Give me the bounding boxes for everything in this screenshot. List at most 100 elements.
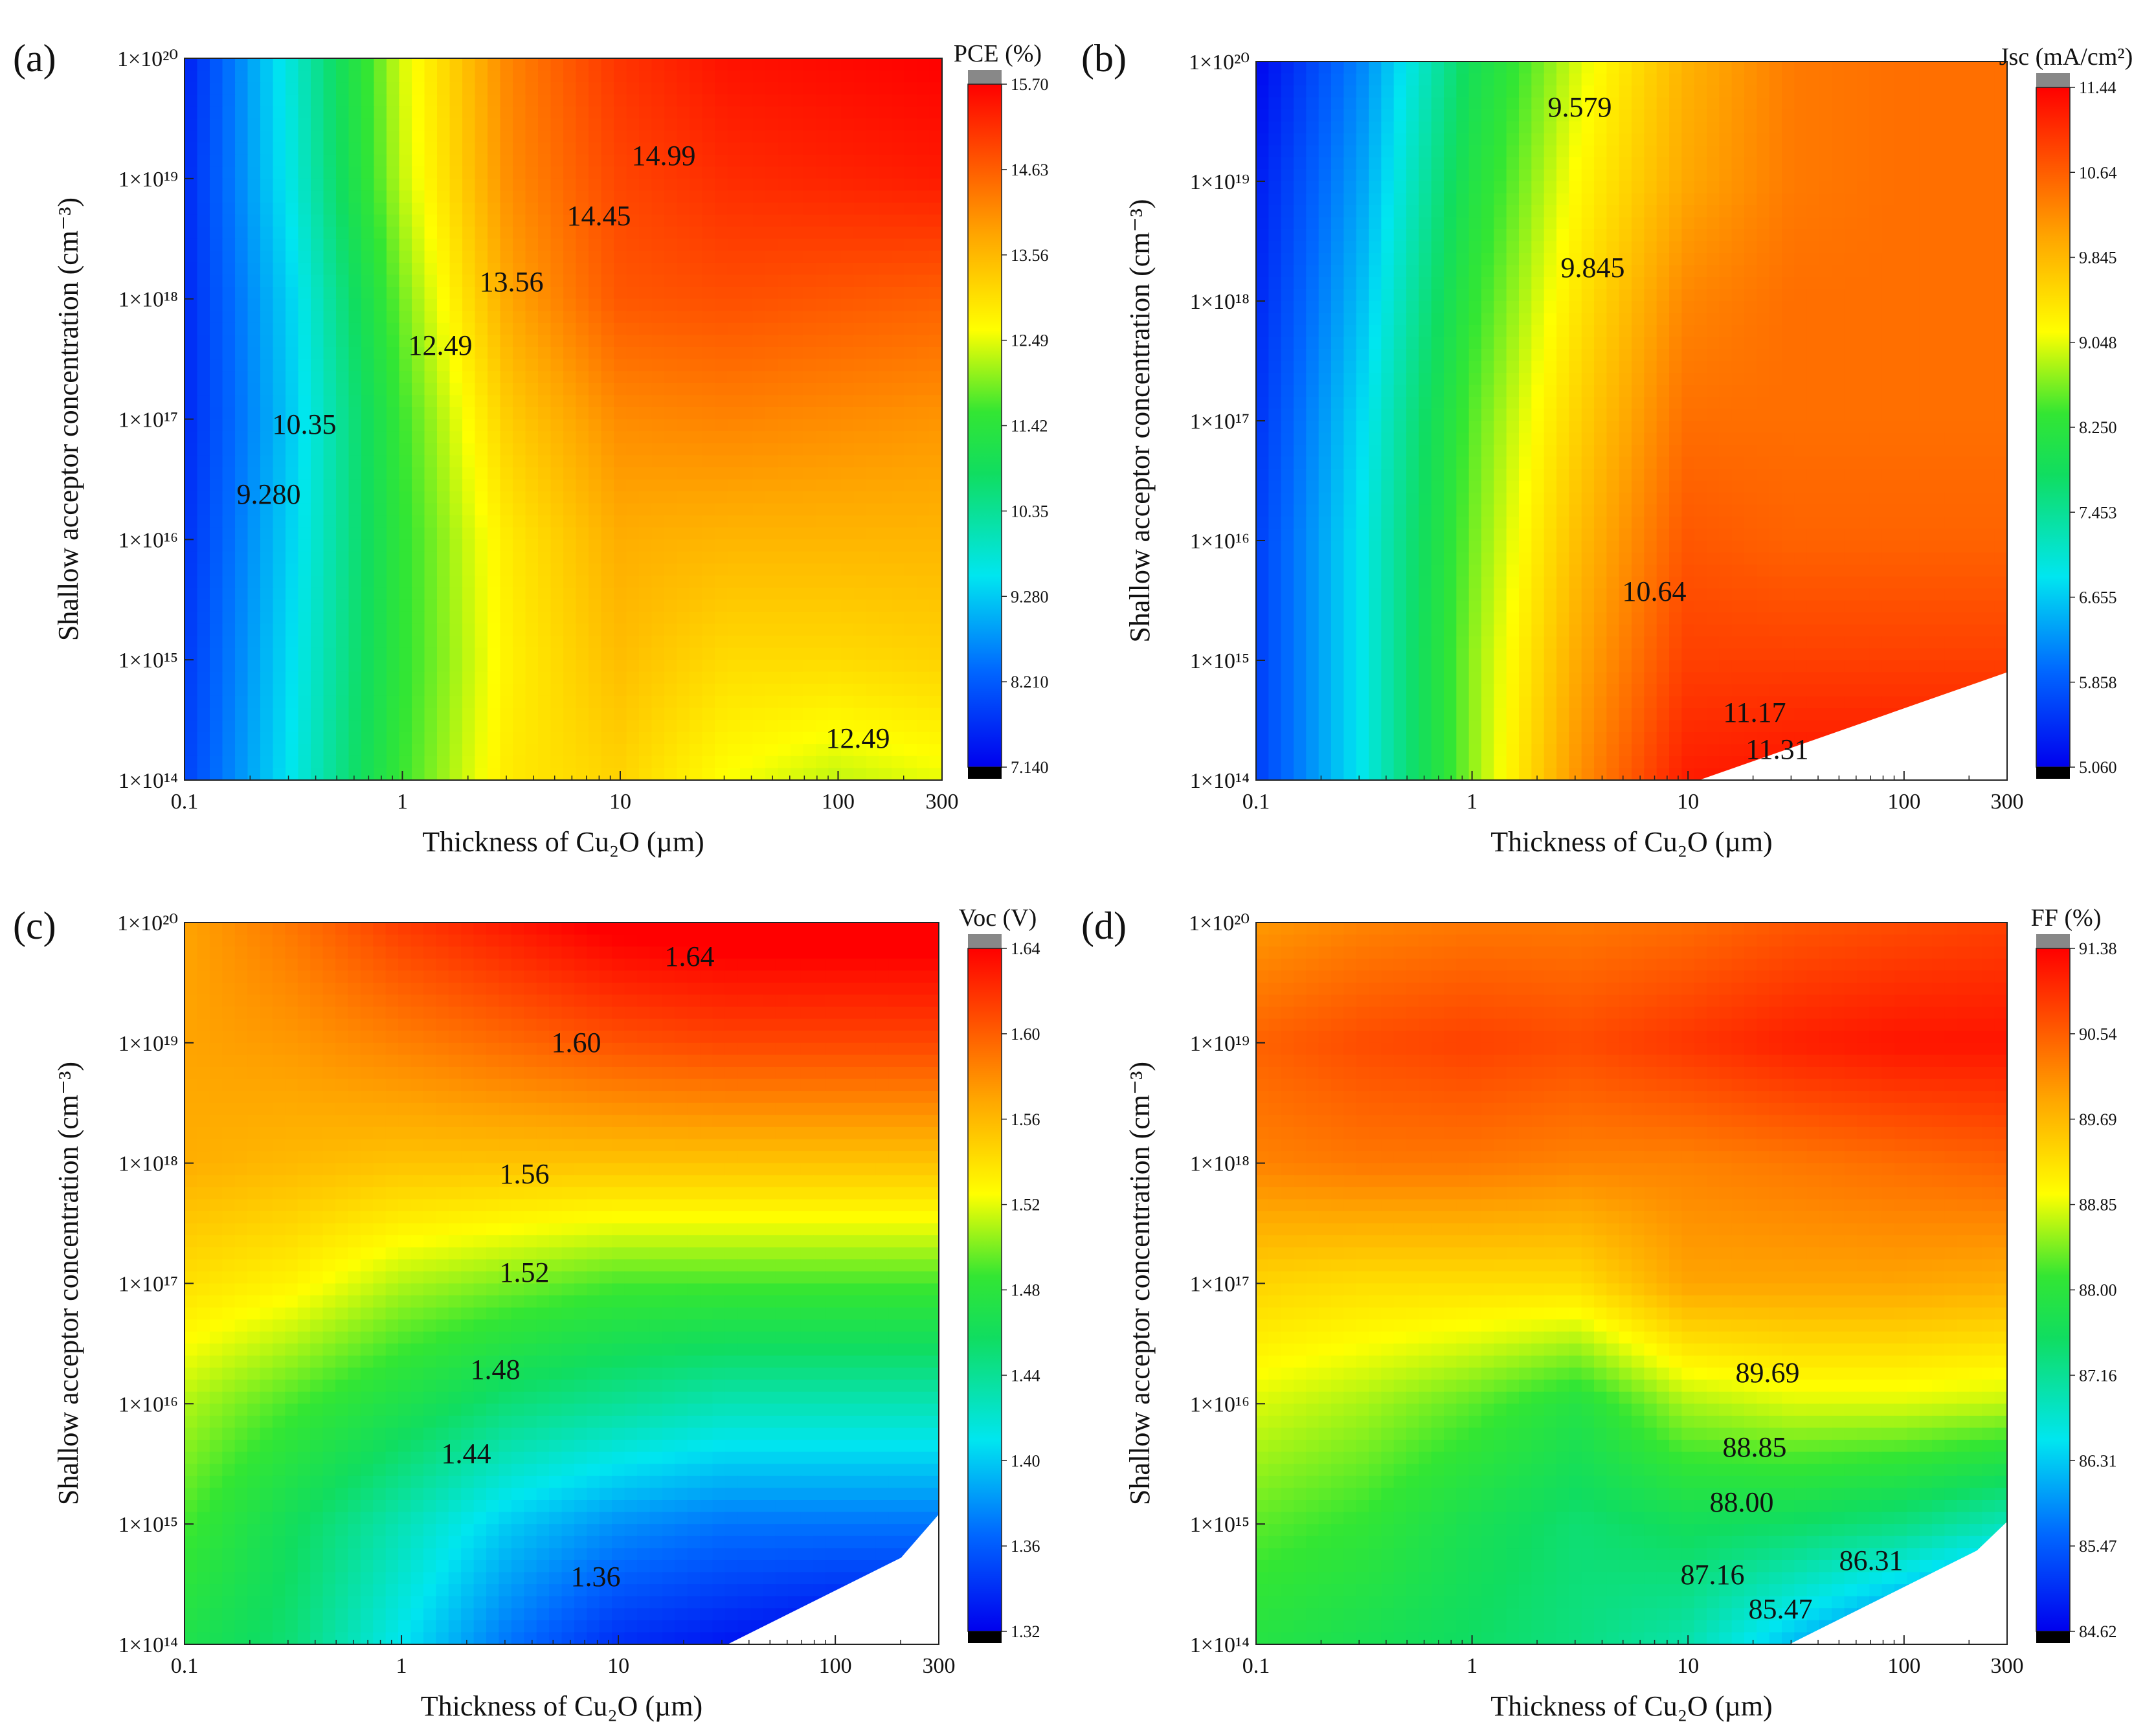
heatmap-cell [677,671,690,685]
heatmap-cell [273,118,286,131]
heatmap-cell [715,419,728,432]
heatmap-cell [879,287,892,300]
heatmap-cell [1806,277,1820,290]
heatmap-cell [399,94,412,107]
heatmap-cell [449,94,463,107]
heatmap-cell [626,262,640,276]
heatmap-cell [589,419,602,432]
heatmap-cell [298,178,311,192]
heatmap-cell [841,262,855,276]
heatmap-cell [614,118,627,131]
heatmap-cell [778,106,791,119]
heatmap-cell [525,419,539,432]
heatmap-cell [399,58,412,71]
heatmap-cell [538,70,552,83]
heatmap-cell [1569,145,1582,158]
heatmap-cell [525,684,539,697]
heatmap-cell [702,298,715,312]
heatmap-cell [311,82,324,95]
heatmap-cell [1481,181,1495,194]
heatmap-cell [387,214,400,227]
heatmap-cell [424,599,438,612]
heatmap-cell [1782,229,1795,242]
heatmap-cell [879,227,892,240]
heatmap-cell [778,94,791,107]
heatmap-cell [273,94,286,107]
heatmap-cell [286,359,299,372]
heatmap-cell [727,455,741,468]
heatmap-cell [336,491,350,504]
heatmap-cell [323,311,337,324]
heatmap-cell [614,708,627,721]
heatmap-cell [1881,241,1895,254]
heatmap-cell [538,720,552,733]
heatmap-cell [348,347,362,360]
heatmap-cell [1982,193,1995,206]
heatmap-cell [1544,181,1557,194]
heatmap-cell [1494,61,1507,74]
heatmap-cell [1393,253,1407,266]
heatmap-cell [399,395,412,408]
heatmap-cell [1556,253,1570,266]
heatmap-cell [892,251,905,263]
heatmap-cell [513,118,526,131]
heatmap-cell [651,251,665,263]
heatmap-cell [816,671,829,685]
heatmap-cell [1393,85,1407,98]
heatmap-cell [917,455,930,468]
heatmap-cell [424,744,438,757]
heatmap-cell [488,359,501,372]
heatmap-cell [727,251,741,263]
heatmap-cell [576,214,589,227]
heatmap-cell [1406,169,1420,182]
heatmap-cell [1318,277,1332,290]
heatmap-cell [1719,193,1733,206]
heatmap-cell [538,636,552,649]
heatmap-cell [298,611,311,625]
heatmap-cell [589,720,602,733]
heatmap-cell [222,599,236,612]
heatmap-cell [929,262,943,276]
heatmap-cell [1694,241,1707,254]
heatmap-cell [513,359,526,372]
heatmap-cell [576,178,589,192]
heatmap-cell [361,262,375,276]
heatmap-cell [601,238,614,252]
heatmap-cell [727,262,741,276]
heatmap-cell [1744,241,1758,254]
heatmap-cell [1531,265,1545,278]
heatmap-cell [197,335,210,348]
heatmap-cell [488,755,501,769]
heatmap-cell [1994,133,2008,146]
heatmap-cell [412,695,425,709]
heatmap-cell [550,58,564,71]
heatmap-cell [816,166,829,179]
heatmap-cell [589,636,602,649]
heatmap-cell [626,311,640,324]
heatmap-cell [247,395,261,408]
heatmap-cell [1644,181,1657,194]
heatmap-cell [879,70,892,83]
heatmap-cell [803,744,816,757]
heatmap-cell [1707,229,1720,242]
heatmap-cell [1444,181,1457,194]
heatmap-cell [879,660,892,673]
heatmap-cell [500,335,513,348]
heatmap-cell [651,576,665,588]
heatmap-cell [525,359,539,372]
heatmap-cell [210,695,223,709]
heatmap-cell [1406,205,1420,218]
heatmap-cell [525,587,539,601]
heatmap-cell [437,154,451,168]
heatmap-cell [1844,229,1858,242]
heatmap-cell [235,443,249,456]
heatmap-cell [475,298,488,312]
heatmap-cell [500,94,513,107]
heatmap-cell [550,82,564,95]
heatmap-cell [538,467,552,480]
heatmap-cell [929,479,943,492]
heatmap-cell [929,599,943,612]
heatmap-cell [550,611,564,625]
heatmap-cell [690,755,703,769]
heatmap-cell [538,214,552,227]
